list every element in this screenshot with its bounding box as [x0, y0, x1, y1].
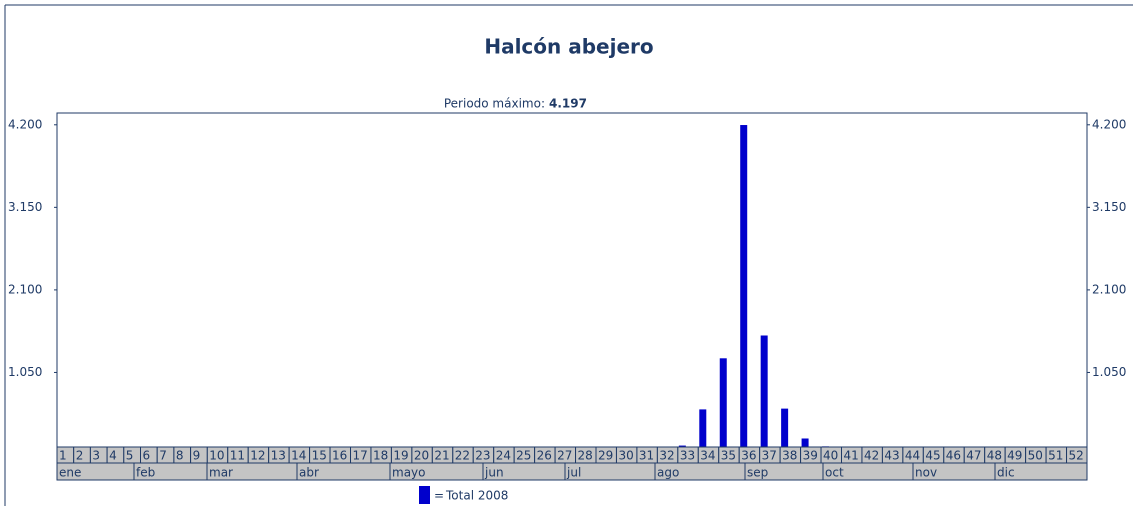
x-tick-label: 29	[598, 449, 613, 463]
x-tick-label: 18	[373, 449, 388, 463]
x-tick-label: 50	[1028, 449, 1043, 463]
x-tick-label: 38	[782, 449, 797, 463]
y-tick-label: 3.150	[8, 200, 42, 214]
month-label: sep	[747, 466, 768, 480]
x-tick-label: 24	[496, 449, 511, 463]
bar	[740, 125, 748, 456]
x-tick-label: 3	[92, 449, 100, 463]
x-tick-label: 11	[230, 449, 245, 463]
x-tick-label: 39	[803, 449, 818, 463]
x-tick-label: 40	[823, 449, 838, 463]
x-tick-label: 19	[393, 449, 408, 463]
plot-frame	[56, 112, 1088, 456]
legend-prefix: =	[434, 489, 444, 503]
legend-swatch	[419, 486, 430, 504]
x-tick-label: 42	[864, 449, 879, 463]
x-tick-label: 8	[176, 449, 184, 463]
x-tick-label: 4	[109, 449, 117, 463]
y2-tick-label: 1.050	[1092, 365, 1126, 379]
y2-tick-label: 2.100	[1092, 282, 1126, 296]
x-tick-label: 21	[434, 449, 449, 463]
x-tick-label: 28	[578, 449, 593, 463]
x-tick-label: 36	[741, 449, 756, 463]
month-label: nov	[915, 466, 937, 480]
bar	[719, 358, 727, 455]
x-tick-label: 45	[925, 449, 940, 463]
x-tick-label: 43	[884, 449, 899, 463]
peak-label: 4.197	[549, 97, 587, 111]
x-tick-label: 48	[987, 449, 1002, 463]
x-tick-label: 37	[762, 449, 777, 463]
y2-tick-label: 4.200	[1092, 117, 1126, 131]
x-tick-label: 1	[59, 449, 67, 463]
chart-title: Halcón abejero	[484, 35, 653, 59]
month-label: mayo	[392, 466, 426, 480]
month-label: oct	[825, 466, 844, 480]
subtitle: Periodo máximo:	[444, 97, 545, 111]
x-tick-label: 44	[905, 449, 920, 463]
x-tick-label: 33	[680, 449, 695, 463]
x-tick-label: 26	[537, 449, 552, 463]
x-tick-label: 7	[159, 449, 167, 463]
bar	[760, 335, 768, 455]
x-tick-label: 5	[126, 449, 134, 463]
x-tick-label: 41	[844, 449, 859, 463]
x-tick-label: 31	[639, 449, 654, 463]
month-cell	[994, 462, 1088, 481]
y-tick-label: 4.200	[8, 117, 42, 131]
x-tick-label: 25	[516, 449, 531, 463]
x-tick-label: 10	[209, 449, 224, 463]
x-tick-label: 35	[721, 449, 736, 463]
x-tick-label: 23	[475, 449, 490, 463]
x-tick-label: 51	[1048, 449, 1063, 463]
month-label: ago	[657, 466, 679, 480]
y-tick-label: 1.050	[8, 365, 42, 379]
y2-tick-label: 3.150	[1092, 200, 1126, 214]
x-tick-label: 14	[291, 449, 306, 463]
month-label: abr	[299, 466, 319, 480]
month-label: dic	[997, 466, 1015, 480]
x-tick-label: 49	[1007, 449, 1022, 463]
bar	[781, 408, 789, 455]
x-tick-label: 2	[76, 449, 84, 463]
x-tick-label: 27	[557, 449, 572, 463]
x-tick-label: 46	[946, 449, 961, 463]
x-tick-label: 17	[353, 449, 368, 463]
month-label: ene	[59, 466, 81, 480]
x-tick-label: 16	[332, 449, 347, 463]
x-tick-label: 9	[193, 449, 201, 463]
month-label: feb	[136, 466, 155, 480]
month-label: mar	[209, 466, 233, 480]
month-label: jul	[566, 466, 581, 480]
x-tick-label: 52	[1069, 449, 1084, 463]
legend-label: Total 2008	[445, 489, 508, 503]
month-label: jun	[484, 466, 504, 480]
x-tick-label: 6	[143, 449, 151, 463]
x-tick-label: 32	[659, 449, 674, 463]
x-tick-label: 34	[700, 449, 715, 463]
y-tick-label: 2.100	[8, 282, 42, 296]
x-tick-label: 47	[966, 449, 981, 463]
x-tick-label: 15	[312, 449, 327, 463]
x-tick-label: 13	[271, 449, 286, 463]
bar	[699, 409, 707, 455]
x-tick-label: 12	[250, 449, 265, 463]
x-tick-label: 20	[414, 449, 429, 463]
x-tick-label: 30	[618, 449, 633, 463]
x-tick-label: 22	[455, 449, 470, 463]
